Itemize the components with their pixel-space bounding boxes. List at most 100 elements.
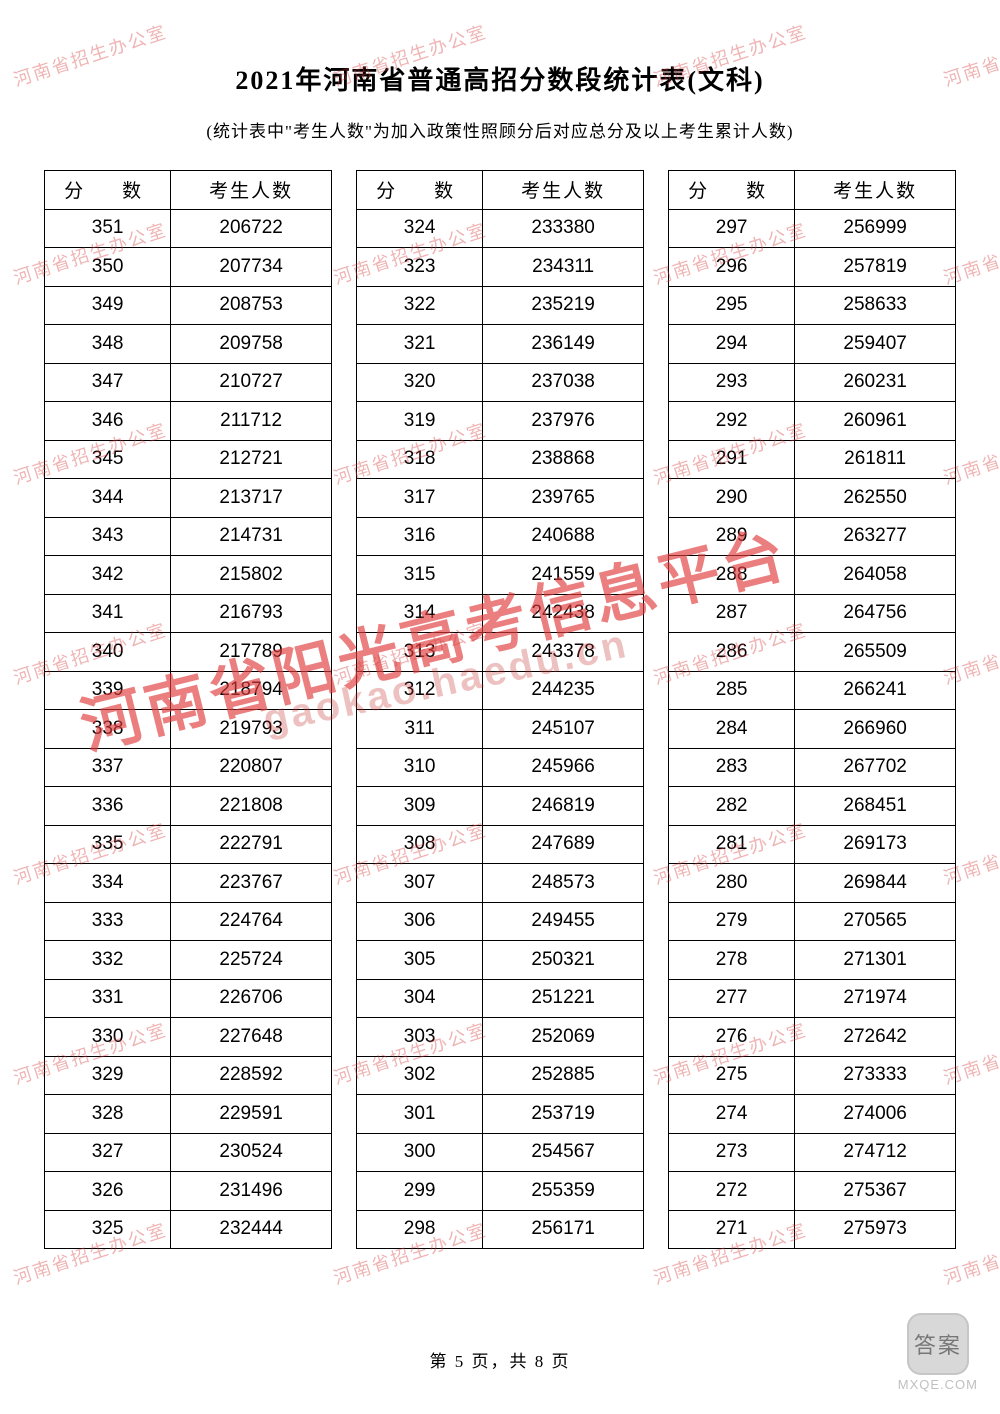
cell-count: 242438 [483, 594, 644, 633]
cell-count: 272642 [795, 1018, 956, 1057]
cell-count: 255359 [483, 1172, 644, 1211]
cell-score: 282 [669, 787, 795, 826]
cell-score: 343 [45, 517, 171, 556]
table-row: 349208753 [45, 286, 332, 325]
cell-score: 315 [357, 556, 483, 595]
cell-count: 228592 [171, 1056, 332, 1095]
cell-score: 311 [357, 710, 483, 749]
cell-score: 335 [45, 825, 171, 864]
table-row: 278271301 [669, 941, 956, 980]
cell-score: 283 [669, 748, 795, 787]
cell-count: 270565 [795, 902, 956, 941]
col-score: 分 数 [669, 171, 795, 210]
table-row: 334223767 [45, 864, 332, 903]
table-row: 312244235 [357, 671, 644, 710]
table-row: 346211712 [45, 402, 332, 441]
cell-count: 271974 [795, 979, 956, 1018]
table-row: 318238868 [357, 440, 644, 479]
cell-count: 239765 [483, 479, 644, 518]
table-row: 302252885 [357, 1056, 644, 1095]
table-row: 303252069 [357, 1018, 644, 1057]
cell-score: 294 [669, 325, 795, 364]
table-row: 348209758 [45, 325, 332, 364]
cell-score: 308 [357, 825, 483, 864]
cell-score: 342 [45, 556, 171, 595]
cell-count: 215802 [171, 556, 332, 595]
cell-count: 211712 [171, 402, 332, 441]
cell-score: 307 [357, 864, 483, 903]
cell-score: 345 [45, 440, 171, 479]
cell-count: 253719 [483, 1095, 644, 1134]
table-row: 285266241 [669, 671, 956, 710]
cell-score: 351 [45, 209, 171, 248]
cell-count: 274712 [795, 1133, 956, 1172]
cell-count: 213717 [171, 479, 332, 518]
cell-score: 293 [669, 363, 795, 402]
cell-count: 233380 [483, 209, 644, 248]
cell-score: 349 [45, 286, 171, 325]
cell-count: 275973 [795, 1210, 956, 1249]
table-row: 308247689 [357, 825, 644, 864]
cell-count: 265509 [795, 633, 956, 672]
table-row: 276272642 [669, 1018, 956, 1057]
table-row: 319237976 [357, 402, 644, 441]
cell-count: 243378 [483, 633, 644, 672]
cell-score: 339 [45, 671, 171, 710]
cell-score: 309 [357, 787, 483, 826]
page-footer: 第 5 页，共 8 页 [0, 1347, 1000, 1372]
cell-count: 237976 [483, 402, 644, 441]
cell-score: 290 [669, 479, 795, 518]
table-row: 277271974 [669, 979, 956, 1018]
col-count: 考生人数 [483, 171, 644, 210]
cell-count: 231496 [171, 1172, 332, 1211]
table-row: 305250321 [357, 941, 644, 980]
table-row: 325232444 [45, 1210, 332, 1249]
cell-count: 245107 [483, 710, 644, 749]
table-row: 296257819 [669, 248, 956, 287]
cell-score: 298 [357, 1210, 483, 1249]
cell-score: 338 [45, 710, 171, 749]
table-row: 338219793 [45, 710, 332, 749]
cell-count: 250321 [483, 941, 644, 980]
cell-count: 266960 [795, 710, 956, 749]
cell-count: 221808 [171, 787, 332, 826]
cell-score: 305 [357, 941, 483, 980]
cell-score: 337 [45, 748, 171, 787]
cell-count: 229591 [171, 1095, 332, 1134]
page: 2021年河南省普通高招分数段统计表(文科) (统计表中"考生人数"为加入政策性… [0, 0, 1000, 1414]
cell-count: 244235 [483, 671, 644, 710]
col-score: 分 数 [45, 171, 171, 210]
cell-score: 285 [669, 671, 795, 710]
cell-score: 327 [45, 1133, 171, 1172]
table-row: 283267702 [669, 748, 956, 787]
cell-count: 252069 [483, 1018, 644, 1057]
cell-count: 273333 [795, 1056, 956, 1095]
cell-count: 214731 [171, 517, 332, 556]
cell-count: 263277 [795, 517, 956, 556]
table-row: 341216793 [45, 594, 332, 633]
cell-score: 341 [45, 594, 171, 633]
cell-count: 232444 [171, 1210, 332, 1249]
cell-score: 271 [669, 1210, 795, 1249]
cell-count: 252885 [483, 1056, 644, 1095]
cell-count: 219793 [171, 710, 332, 749]
table-row: 330227648 [45, 1018, 332, 1057]
score-table-3: 分 数 考生人数 2972569992962578192952586332942… [668, 170, 956, 1249]
cell-count: 223767 [171, 864, 332, 903]
cell-count: 238868 [483, 440, 644, 479]
table-row: 306249455 [357, 902, 644, 941]
table-row: 291261811 [669, 440, 956, 479]
cell-count: 209758 [171, 325, 332, 364]
cell-score: 296 [669, 248, 795, 287]
cell-count: 237038 [483, 363, 644, 402]
cell-score: 302 [357, 1056, 483, 1095]
cell-score: 303 [357, 1018, 483, 1057]
cell-score: 326 [45, 1172, 171, 1211]
table-row: 279270565 [669, 902, 956, 941]
cell-score: 276 [669, 1018, 795, 1057]
cell-score: 301 [357, 1095, 483, 1134]
table-row: 293260231 [669, 363, 956, 402]
cell-score: 288 [669, 556, 795, 595]
cell-score: 292 [669, 402, 795, 441]
table-row: 307248573 [357, 864, 644, 903]
